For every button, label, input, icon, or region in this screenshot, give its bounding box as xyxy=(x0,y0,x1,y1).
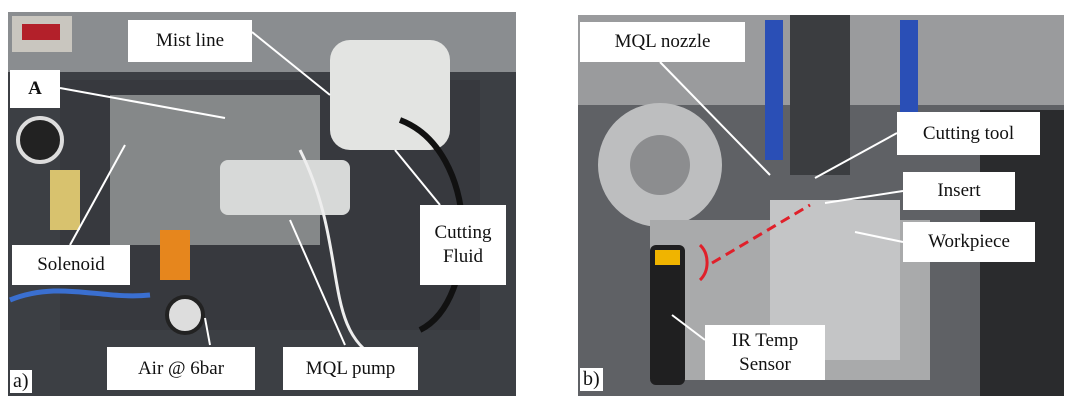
label-line: Mist line xyxy=(156,29,224,53)
label: Mist line xyxy=(128,20,252,62)
panel-tag: a) xyxy=(10,370,32,393)
label-line: Air @ 6bar xyxy=(138,357,224,381)
label: A xyxy=(10,70,60,108)
label-line: MQL nozzle xyxy=(615,30,711,54)
label-line: Insert xyxy=(937,179,980,203)
label-line: A xyxy=(28,77,42,101)
label-line: Solenoid xyxy=(37,253,105,277)
label: Solenoid xyxy=(12,245,130,285)
label-line: Fluid xyxy=(443,245,483,269)
figure: Mist line A Solenoid CuttingFluid Air @ … xyxy=(0,0,1072,396)
panel-tag: b) xyxy=(580,368,603,391)
label: MQL pump xyxy=(283,347,418,390)
label-line: Cutting tool xyxy=(923,122,1014,146)
label-line: Cutting xyxy=(434,221,491,245)
label: MQL nozzle xyxy=(580,22,745,62)
label-line: IR Temp xyxy=(732,329,798,353)
label-line: Workpiece xyxy=(928,230,1010,254)
label: Insert xyxy=(903,172,1015,210)
label-line: MQL pump xyxy=(306,357,396,381)
label: Workpiece xyxy=(903,222,1035,262)
label: Air @ 6bar xyxy=(107,347,255,390)
label-line: Sensor xyxy=(739,353,791,377)
label: Cutting tool xyxy=(897,112,1040,155)
